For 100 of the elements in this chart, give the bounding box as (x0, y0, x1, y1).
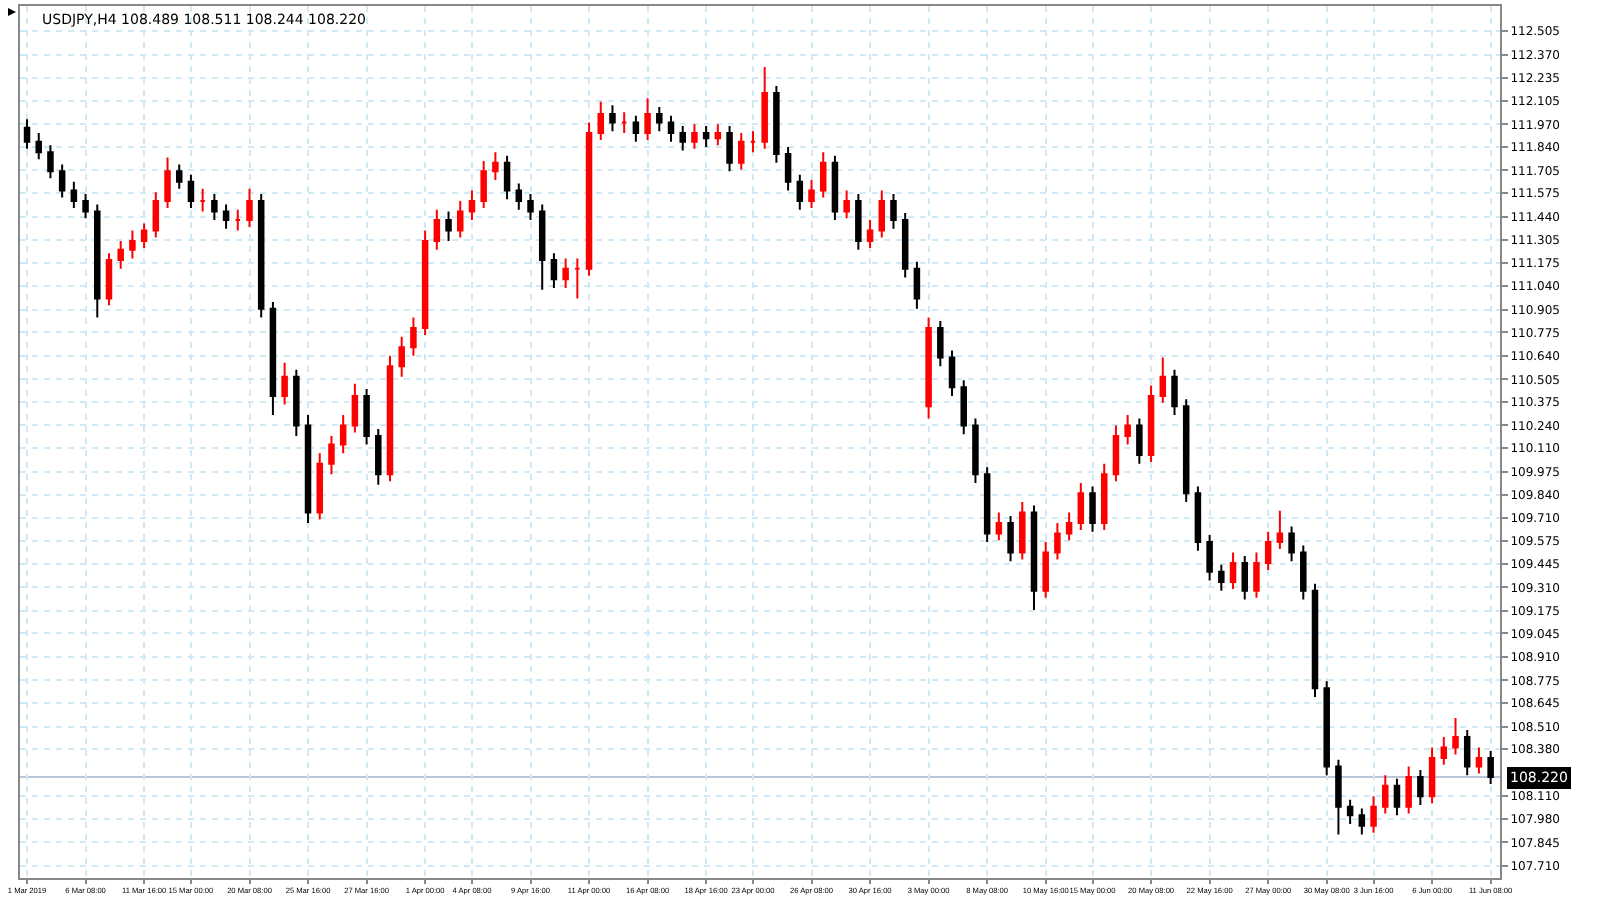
candlestick (398, 335, 405, 378)
candlestick (492, 151, 499, 182)
candlestick (1030, 504, 1038, 611)
candlestick (901, 212, 909, 279)
candlestick (1463, 729, 1471, 777)
candlestick (667, 114, 675, 143)
candlestick (1358, 807, 1366, 836)
candlestick (1323, 680, 1330, 777)
candlestick (35, 132, 42, 161)
candlestick (293, 368, 300, 437)
candlestick (714, 123, 722, 147)
candlestick (480, 159, 487, 209)
candlestick (948, 349, 956, 397)
candlestick (1218, 563, 1225, 592)
candlestick (1042, 541, 1049, 599)
candlestick (995, 511, 1003, 542)
candlestick (1241, 555, 1248, 601)
candlestick (1346, 798, 1354, 826)
candlestick (351, 382, 359, 434)
candlestick (550, 252, 558, 289)
candlestick (702, 125, 710, 148)
candlestick (328, 434, 335, 476)
candlestick (691, 123, 698, 150)
candlestick (246, 187, 253, 229)
candlestick (175, 163, 183, 190)
candlestick (105, 252, 113, 307)
candlestick (1206, 534, 1213, 582)
candlestick (1136, 417, 1143, 465)
candlestick (1276, 509, 1284, 551)
candlestick (866, 219, 874, 249)
candlestick (1440, 736, 1448, 766)
candlestick (937, 320, 944, 368)
candlestick (1112, 424, 1120, 483)
candlestick (878, 189, 886, 239)
candlestick (1089, 485, 1096, 533)
candlestick (281, 361, 288, 406)
candlestick (855, 192, 862, 251)
candlestick (1300, 544, 1307, 601)
candlestick (70, 180, 78, 209)
candlestick (925, 316, 932, 420)
candlestick (1182, 398, 1190, 504)
candlestick (632, 114, 640, 143)
candlestick (597, 100, 605, 142)
candlestick (574, 257, 581, 300)
candlestick (1054, 521, 1061, 561)
candlestick (620, 111, 628, 135)
candlestick (808, 179, 815, 209)
candlestick (1452, 716, 1459, 756)
candlestick (187, 173, 195, 209)
candlestick (749, 130, 757, 154)
candlestick (1100, 462, 1108, 531)
candlestick (843, 189, 850, 220)
candlestick (211, 192, 218, 222)
candlestick (503, 154, 511, 201)
candlestick (738, 132, 745, 171)
candlestick (386, 354, 394, 483)
candlestick (1264, 530, 1272, 571)
candlestick (1487, 749, 1494, 786)
candlestick (94, 203, 101, 319)
candlestick (1077, 481, 1085, 531)
candlestick (140, 222, 148, 249)
candlestick (1335, 758, 1342, 836)
candlestick (726, 125, 733, 173)
candlestick (58, 163, 66, 199)
candlestick (761, 65, 768, 150)
candlestick (1417, 769, 1424, 806)
candlestick (784, 145, 792, 192)
candlestick (585, 121, 593, 277)
candlestick (257, 192, 265, 319)
candlestick (609, 104, 616, 133)
candlestick (538, 203, 546, 291)
candlestick (129, 229, 136, 260)
candlestick (819, 151, 827, 199)
candlestick (375, 427, 382, 486)
candlestick (1382, 774, 1389, 815)
candlestick (1370, 795, 1377, 834)
candlestick (913, 260, 921, 310)
candlestick (972, 417, 979, 484)
candlestick (1147, 384, 1155, 464)
candlestick (222, 203, 230, 230)
candlestick (468, 189, 476, 222)
candlestick (656, 105, 663, 133)
candlestick (1405, 765, 1412, 815)
candlestick (339, 414, 347, 455)
candlestick (644, 97, 651, 142)
candlestick (983, 466, 991, 544)
candlestick (1475, 746, 1483, 775)
candlestick (527, 192, 534, 222)
candlestick (1194, 485, 1202, 552)
candlestick (23, 118, 31, 150)
candlestick (363, 387, 370, 446)
candlestick (831, 154, 839, 222)
candlestick (164, 156, 171, 209)
candlestick (410, 316, 417, 357)
candlestick (1019, 501, 1026, 561)
candlestick (796, 173, 804, 211)
candlestick (1171, 368, 1178, 417)
candlestick (1007, 514, 1014, 563)
candlestick (773, 85, 780, 164)
candlestick (433, 208, 441, 251)
